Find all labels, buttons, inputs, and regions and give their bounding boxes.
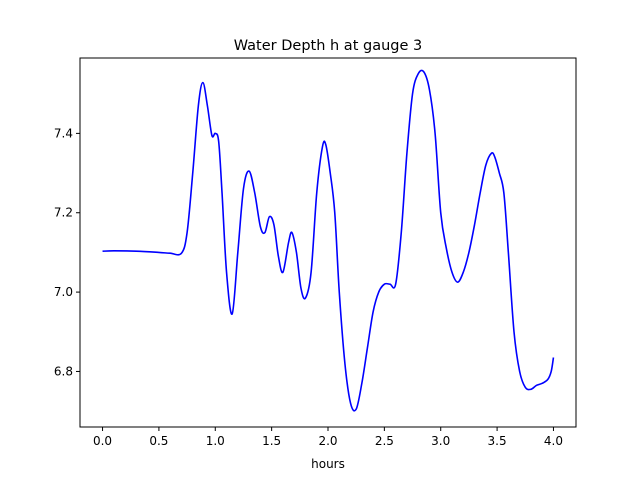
x-tick-label: 2.5 (375, 434, 394, 448)
chart-title: Water Depth h at gauge 3 (234, 38, 422, 54)
series-line-gauge-3 (102, 69, 555, 412)
plot-area (79, 57, 577, 428)
x-tick-label: 2.0 (318, 434, 337, 448)
x-tick-label: 0.0 (93, 434, 112, 448)
x-tick-label: 3.0 (431, 434, 450, 448)
x-axis: 0.0 0.5 1.0 1.5 2.0 2.5 3.0 3.5 4.0 (93, 427, 563, 448)
x-tick-label: 1.0 (206, 434, 225, 448)
x-axis-label: hours (311, 457, 345, 471)
x-tick-label: 4.0 (544, 434, 563, 448)
y-tick-label: 7.2 (54, 206, 73, 220)
y-tick-label: 6.8 (54, 364, 73, 378)
x-tick-label: 3.5 (488, 434, 507, 448)
x-tick-label: 1.5 (262, 434, 281, 448)
x-tick-label: 0.5 (149, 434, 168, 448)
y-axis: 6.8 7.0 7.2 7.4 (54, 126, 80, 378)
y-tick-label: 7.4 (54, 126, 73, 140)
y-tick-label: 7.0 (54, 285, 73, 299)
